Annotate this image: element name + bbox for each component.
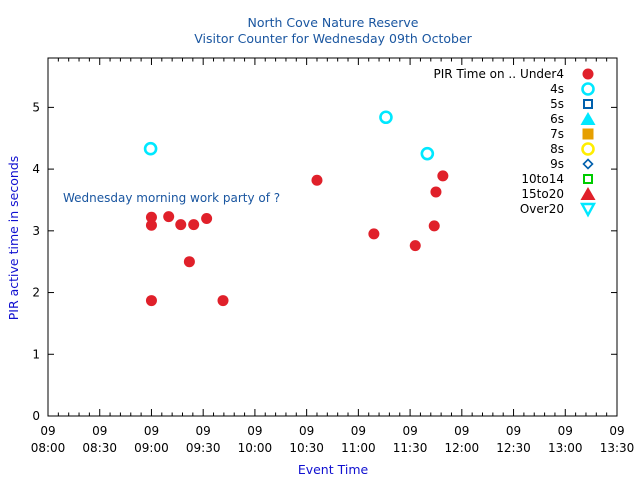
- plot-frame: [47, 57, 618, 417]
- point-4s: [379, 110, 393, 125]
- point-under4: [311, 174, 323, 186]
- point-under4: [145, 211, 157, 223]
- x-tick-label-day: 09: [506, 424, 521, 438]
- chart-annotation: Wednesday morning work party of ?: [63, 191, 280, 205]
- point-under4: [368, 228, 380, 240]
- legend-marker-7s: [582, 128, 594, 140]
- x-tick-label-time: 11:00: [341, 441, 376, 455]
- legend-label: 8s: [550, 142, 564, 156]
- point-under4: [183, 256, 195, 268]
- x-tick-label-day: 09: [402, 424, 417, 438]
- point-4s: [420, 146, 435, 161]
- x-tick-label-day: 09: [299, 424, 314, 438]
- point-under4: [430, 186, 442, 198]
- legend-label: 9s: [550, 157, 564, 171]
- x-tick-label-time: 12:00: [445, 441, 480, 455]
- x-tick-label-time: 11:30: [393, 441, 428, 455]
- legend-label: 7s: [550, 127, 564, 141]
- point-under4: [145, 295, 157, 307]
- x-tick-label-day: 09: [558, 424, 573, 438]
- point-under4: [428, 220, 440, 232]
- x-tick-label-day: 09: [247, 424, 262, 438]
- x-tick-label-day: 09: [144, 424, 159, 438]
- legend-label: 5s: [550, 97, 564, 111]
- point-under4: [188, 219, 200, 231]
- x-tick-label-time: 09:30: [186, 441, 221, 455]
- y-axis: 0 1 2 3 4 5: [32, 100, 617, 423]
- y-tick-label: 3: [32, 224, 40, 238]
- y-tick-label: 1: [32, 347, 40, 361]
- point-under4: [201, 212, 213, 224]
- x-tick-label-time: 13:00: [548, 441, 583, 455]
- legend-marker-8s: [581, 142, 595, 156]
- x-tick-label-time: 08:00: [31, 441, 66, 455]
- chart-title: North Cove Nature Reserve: [248, 15, 419, 30]
- x-tick-label-day: 09: [196, 424, 211, 438]
- legend-label: 10to14: [521, 172, 564, 186]
- x-tick-label-time: 08:30: [82, 441, 117, 455]
- legend-title: PIR Time on ..: [434, 67, 517, 81]
- legend-marker-15to20: [580, 187, 596, 200]
- x-tick-label-day: 09: [40, 424, 55, 438]
- legend-label: Under4: [520, 67, 564, 81]
- x-tick-label-day: 09: [609, 424, 624, 438]
- y-tick-label: 0: [32, 409, 40, 423]
- x-tick-label-time: 10:00: [238, 441, 273, 455]
- point-under4: [163, 211, 175, 223]
- x-tick-label-day: 09: [351, 424, 366, 438]
- legend-label: Over20: [520, 202, 564, 216]
- data-points: [143, 110, 449, 307]
- legend: PIR Time on .. Under44s5s6s7s8s9s10to141…: [434, 67, 597, 218]
- legend-marker-4s: [581, 82, 595, 96]
- y-tick-label: 2: [32, 286, 40, 300]
- point-4s: [143, 141, 158, 156]
- legend-label: 6s: [550, 112, 564, 126]
- legend-marker-5s: [583, 99, 593, 109]
- y-tick-label: 4: [32, 162, 40, 176]
- legend-marker-6s: [580, 112, 596, 125]
- x-tick-label-day: 09: [92, 424, 107, 438]
- x-axis-label: Event Time: [298, 462, 369, 477]
- x-tick-label-time: 13:30: [600, 441, 635, 455]
- y-axis-label: PIR active time in seconds: [6, 156, 21, 321]
- y-tick-label: 5: [32, 100, 40, 114]
- legend-marker-10to14: [583, 174, 593, 184]
- x-tick-label-time: 10:30: [289, 441, 324, 455]
- point-under4: [145, 219, 157, 231]
- legend-marker-9s: [582, 158, 594, 170]
- legend-marker-over20: [579, 202, 597, 218]
- point-under4: [217, 295, 229, 307]
- point-under4: [437, 170, 449, 182]
- point-under4: [409, 240, 421, 252]
- legend-label: 15to20: [521, 187, 564, 201]
- x-tick-label-time: 12:30: [496, 441, 531, 455]
- x-tick-label-time: 09:00: [134, 441, 169, 455]
- point-under4: [175, 219, 187, 231]
- plot-area: [47, 57, 618, 417]
- legend-marker-under4: [582, 68, 594, 80]
- x-tick-label-day: 09: [454, 424, 469, 438]
- chart-subtitle: Visitor Counter for Wednesday 09th Octob…: [194, 31, 472, 46]
- x-axis: 09 08:00 09 08:30 09 09:00 09 09:30 09 10:00 09 10:…: [31, 58, 635, 455]
- legend-label: 4s: [550, 82, 564, 96]
